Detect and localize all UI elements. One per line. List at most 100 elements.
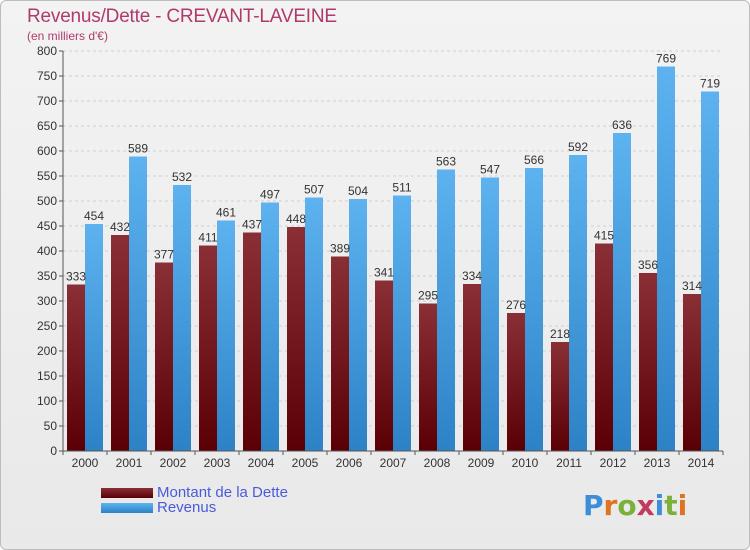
bar-revenue (701, 91, 719, 451)
data-label-debt: 448 (286, 212, 306, 226)
x-tick-label: 2013 (644, 456, 671, 470)
x-tick-label: 2007 (380, 456, 407, 470)
y-tick-label: 700 (37, 94, 57, 108)
bar-debt (551, 342, 569, 451)
legend-item-revenue: Revenus (101, 500, 288, 515)
data-label-debt: 432 (110, 220, 130, 234)
y-tick-label: 50 (44, 419, 58, 433)
bar-debt (639, 273, 657, 451)
bar-revenue (569, 155, 587, 451)
x-tick-label: 2004 (248, 456, 275, 470)
y-tick-label: 200 (37, 344, 57, 358)
proxiti-logo: Proxiti (583, 489, 687, 522)
bar-debt (507, 313, 525, 451)
y-tick-label: 550 (37, 169, 57, 183)
y-tick-label: 650 (37, 119, 57, 133)
bar-debt (155, 262, 173, 451)
data-label-debt: 437 (242, 218, 262, 232)
data-label-revenue: 769 (656, 52, 676, 66)
data-label-revenue: 454 (84, 209, 104, 223)
data-label-revenue: 636 (612, 118, 632, 132)
bar-debt (287, 227, 305, 451)
bar-revenue (261, 202, 279, 451)
data-label-debt: 276 (506, 298, 526, 312)
data-label-debt: 295 (418, 289, 438, 303)
bar-revenue (525, 168, 543, 451)
data-label-debt: 341 (374, 266, 394, 280)
bar-revenue (349, 199, 367, 451)
x-tick-label: 2000 (72, 456, 99, 470)
data-label-debt: 333 (66, 270, 86, 284)
data-label-revenue: 504 (348, 184, 368, 198)
bar-revenue (85, 224, 103, 451)
bar-revenue (129, 156, 147, 451)
data-label-debt: 218 (550, 327, 570, 341)
bar-debt (243, 232, 261, 451)
x-tick-label: 2001 (116, 456, 143, 470)
bar-debt (419, 303, 437, 451)
data-label-revenue: 507 (304, 183, 324, 197)
logo-letter: i (654, 489, 665, 522)
chart-subtitle: (en milliers d'€) (27, 29, 108, 43)
y-tick-label: 450 (37, 219, 57, 233)
data-label-revenue: 592 (568, 140, 588, 154)
data-label-debt: 377 (154, 248, 174, 262)
legend-swatch-revenue (101, 502, 153, 513)
y-tick-label: 350 (37, 269, 57, 283)
bar-revenue (481, 177, 499, 451)
data-label-revenue: 461 (216, 206, 236, 220)
x-tick-label: 2006 (336, 456, 363, 470)
data-label-revenue: 532 (172, 170, 192, 184)
y-tick-label: 250 (37, 319, 57, 333)
x-tick-label: 2014 (688, 456, 715, 470)
data-label-revenue: 589 (128, 142, 148, 156)
legend-swatch-debt (101, 487, 153, 498)
bar-debt (67, 284, 85, 451)
y-tick-label: 750 (37, 69, 57, 83)
chart-title: Revenus/Dette - CREVANT-LAVEINE (27, 6, 337, 27)
logo-letter: o (617, 489, 637, 522)
logo-letter: P (583, 489, 604, 522)
bar-revenue (657, 66, 675, 451)
x-tick-label: 2010 (512, 456, 539, 470)
data-label-debt: 334 (462, 269, 482, 283)
bar-revenue (173, 185, 191, 451)
bar-debt (199, 245, 217, 451)
legend-label-debt: Montant de la Dette (157, 484, 288, 501)
bar-debt (683, 294, 701, 451)
data-label-revenue: 497 (260, 188, 280, 202)
y-tick-label: 0 (50, 444, 57, 458)
data-label-debt: 415 (594, 229, 614, 243)
bar-revenue (613, 133, 631, 451)
bar-revenue (217, 220, 235, 451)
bar-debt (331, 256, 349, 451)
bar-revenue (393, 195, 411, 451)
x-tick-label: 2002 (160, 456, 187, 470)
legend-item-debt: Montant de la Dette (101, 485, 288, 500)
y-tick-label: 600 (37, 144, 57, 158)
x-tick-label: 2011 (556, 456, 582, 470)
data-label-revenue: 511 (392, 181, 411, 195)
x-tick-label: 2003 (204, 456, 231, 470)
data-label-debt: 314 (682, 279, 702, 293)
logo-letter: x (636, 489, 655, 522)
bar-debt (375, 280, 393, 451)
data-label-revenue: 547 (480, 163, 500, 177)
x-tick-label: 2009 (468, 456, 495, 470)
x-tick-label: 2005 (292, 456, 319, 470)
y-tick-label: 400 (37, 244, 57, 258)
data-label-revenue: 719 (700, 77, 720, 91)
y-tick-label: 150 (37, 369, 57, 383)
data-label-revenue: 563 (436, 155, 456, 169)
bar-debt (111, 235, 129, 451)
bar-revenue (437, 169, 455, 451)
y-tick-label: 800 (37, 44, 57, 58)
logo-letter: i (677, 489, 688, 522)
x-tick-label: 2008 (424, 456, 451, 470)
data-label-debt: 356 (638, 258, 658, 272)
legend: Montant de la Dette Revenus (101, 485, 288, 515)
logo-letter: r (603, 489, 618, 522)
x-tick-label: 2012 (600, 456, 627, 470)
